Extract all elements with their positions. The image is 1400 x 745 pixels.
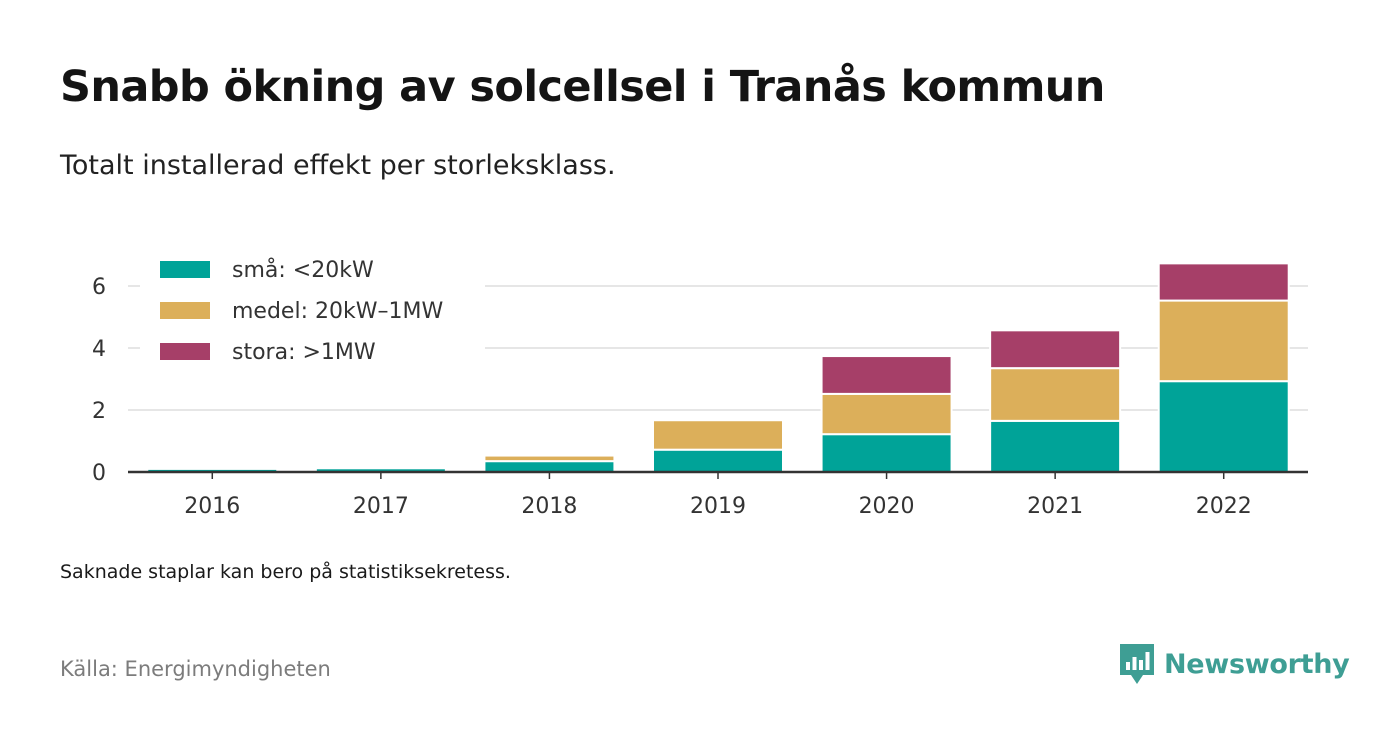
legend-label: stora: >1MW — [232, 340, 376, 365]
y-tick-label: 2 — [92, 399, 106, 424]
brand-name: Newsworthy — [1164, 648, 1350, 680]
x-tick-label: 2017 — [353, 494, 409, 519]
bar-segment — [820, 433, 953, 473]
bar-segment — [483, 460, 616, 473]
chart-subtitle: Totalt installerad effekt per storlekskl… — [60, 150, 616, 181]
chart-title: Snabb ökning av solcellsel i Tranås komm… — [60, 62, 1105, 112]
bar-segment — [989, 329, 1122, 370]
bar-segment — [652, 419, 784, 451]
brand-logo: Newsworthy — [1118, 642, 1350, 686]
legend-swatch — [160, 261, 210, 278]
bar-segment — [820, 355, 953, 395]
bar-segment — [1157, 299, 1290, 383]
bar-segment — [483, 454, 616, 463]
bar-segment — [989, 367, 1122, 422]
bar-segment — [1157, 262, 1290, 302]
newsworthy-logo-icon — [1120, 644, 1154, 684]
x-tick-label: 2022 — [1196, 494, 1252, 519]
legend-swatch — [160, 343, 210, 360]
legend-label: medel: 20kW–1MW — [232, 299, 443, 324]
legend-label: små: <20kW — [232, 257, 374, 283]
y-tick-label: 4 — [92, 337, 106, 362]
bar-segment — [1157, 380, 1290, 473]
source-label: Källa: Energimyndigheten — [60, 657, 331, 681]
bar-segment — [652, 448, 784, 473]
bar-segment — [989, 419, 1122, 474]
footnote: Saknade staplar kan bero på statistiksek… — [60, 561, 511, 583]
stacked-bar-chart: 0 2 4 6 2016 2017 2018 2019 2020 2021 2022 små: <20… — [92, 252, 1308, 519]
y-tick-label: 6 — [92, 275, 106, 300]
legend-swatch — [160, 302, 210, 319]
x-tick-label: 2016 — [184, 494, 240, 519]
y-tick-label: 0 — [92, 461, 106, 486]
bar-segment — [820, 392, 953, 436]
x-tick-label: 2020 — [859, 494, 915, 519]
x-tick-label: 2018 — [521, 494, 577, 519]
x-tick-label: 2019 — [690, 494, 746, 519]
x-tick-label: 2021 — [1027, 494, 1083, 519]
